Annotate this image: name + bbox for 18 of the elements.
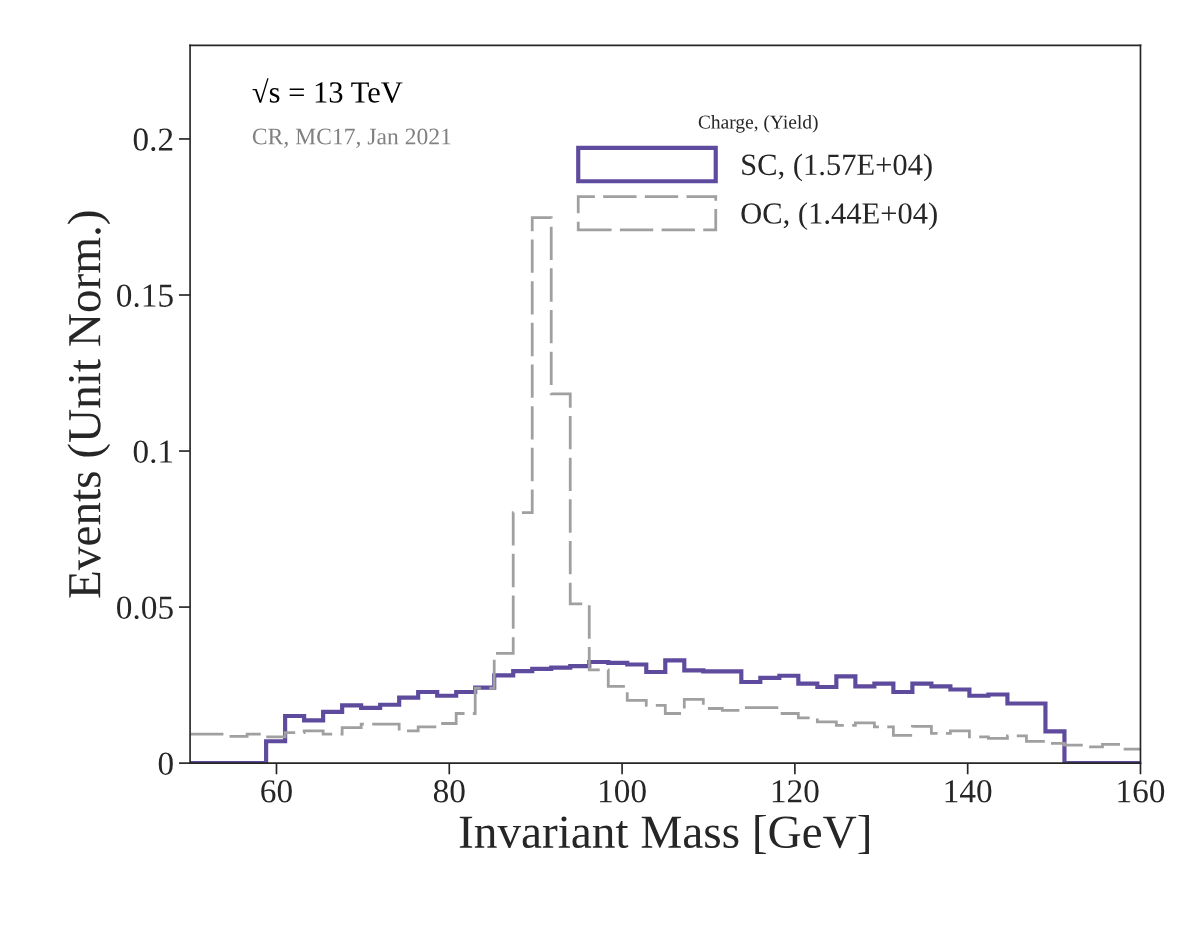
x-tick-label: 140 [945,780,992,803]
y-tick-label: 0.1 [133,440,173,464]
x-tick-label: 120 [772,780,819,803]
x-tick-label: 100 [600,780,646,803]
annotation: CR, MC17, Jan 2021 [252,128,451,148]
annotation: √s = 13 TeV [252,78,403,103]
x-axis-title: Invariant Mass [GeV] [459,814,869,854]
x-tick-label: 80 [433,780,465,803]
y-tick-label: 0 [158,752,173,776]
legend-label: SC, (1.57E+04) [742,153,932,182]
y-tick-label: 0.15 [117,284,173,308]
legend-title: Charge, (Yield) [698,114,818,133]
legend-label: OC, (1.44E+04) [741,202,937,231]
x-tick-label: 60 [261,780,292,803]
x-tick-label: 160 [1118,780,1165,803]
y-tick-label: 0.2 [133,128,173,151]
y-axis-title: Events (Unit Norm.) [67,211,111,598]
y-tick-label: 0.05 [117,596,173,620]
